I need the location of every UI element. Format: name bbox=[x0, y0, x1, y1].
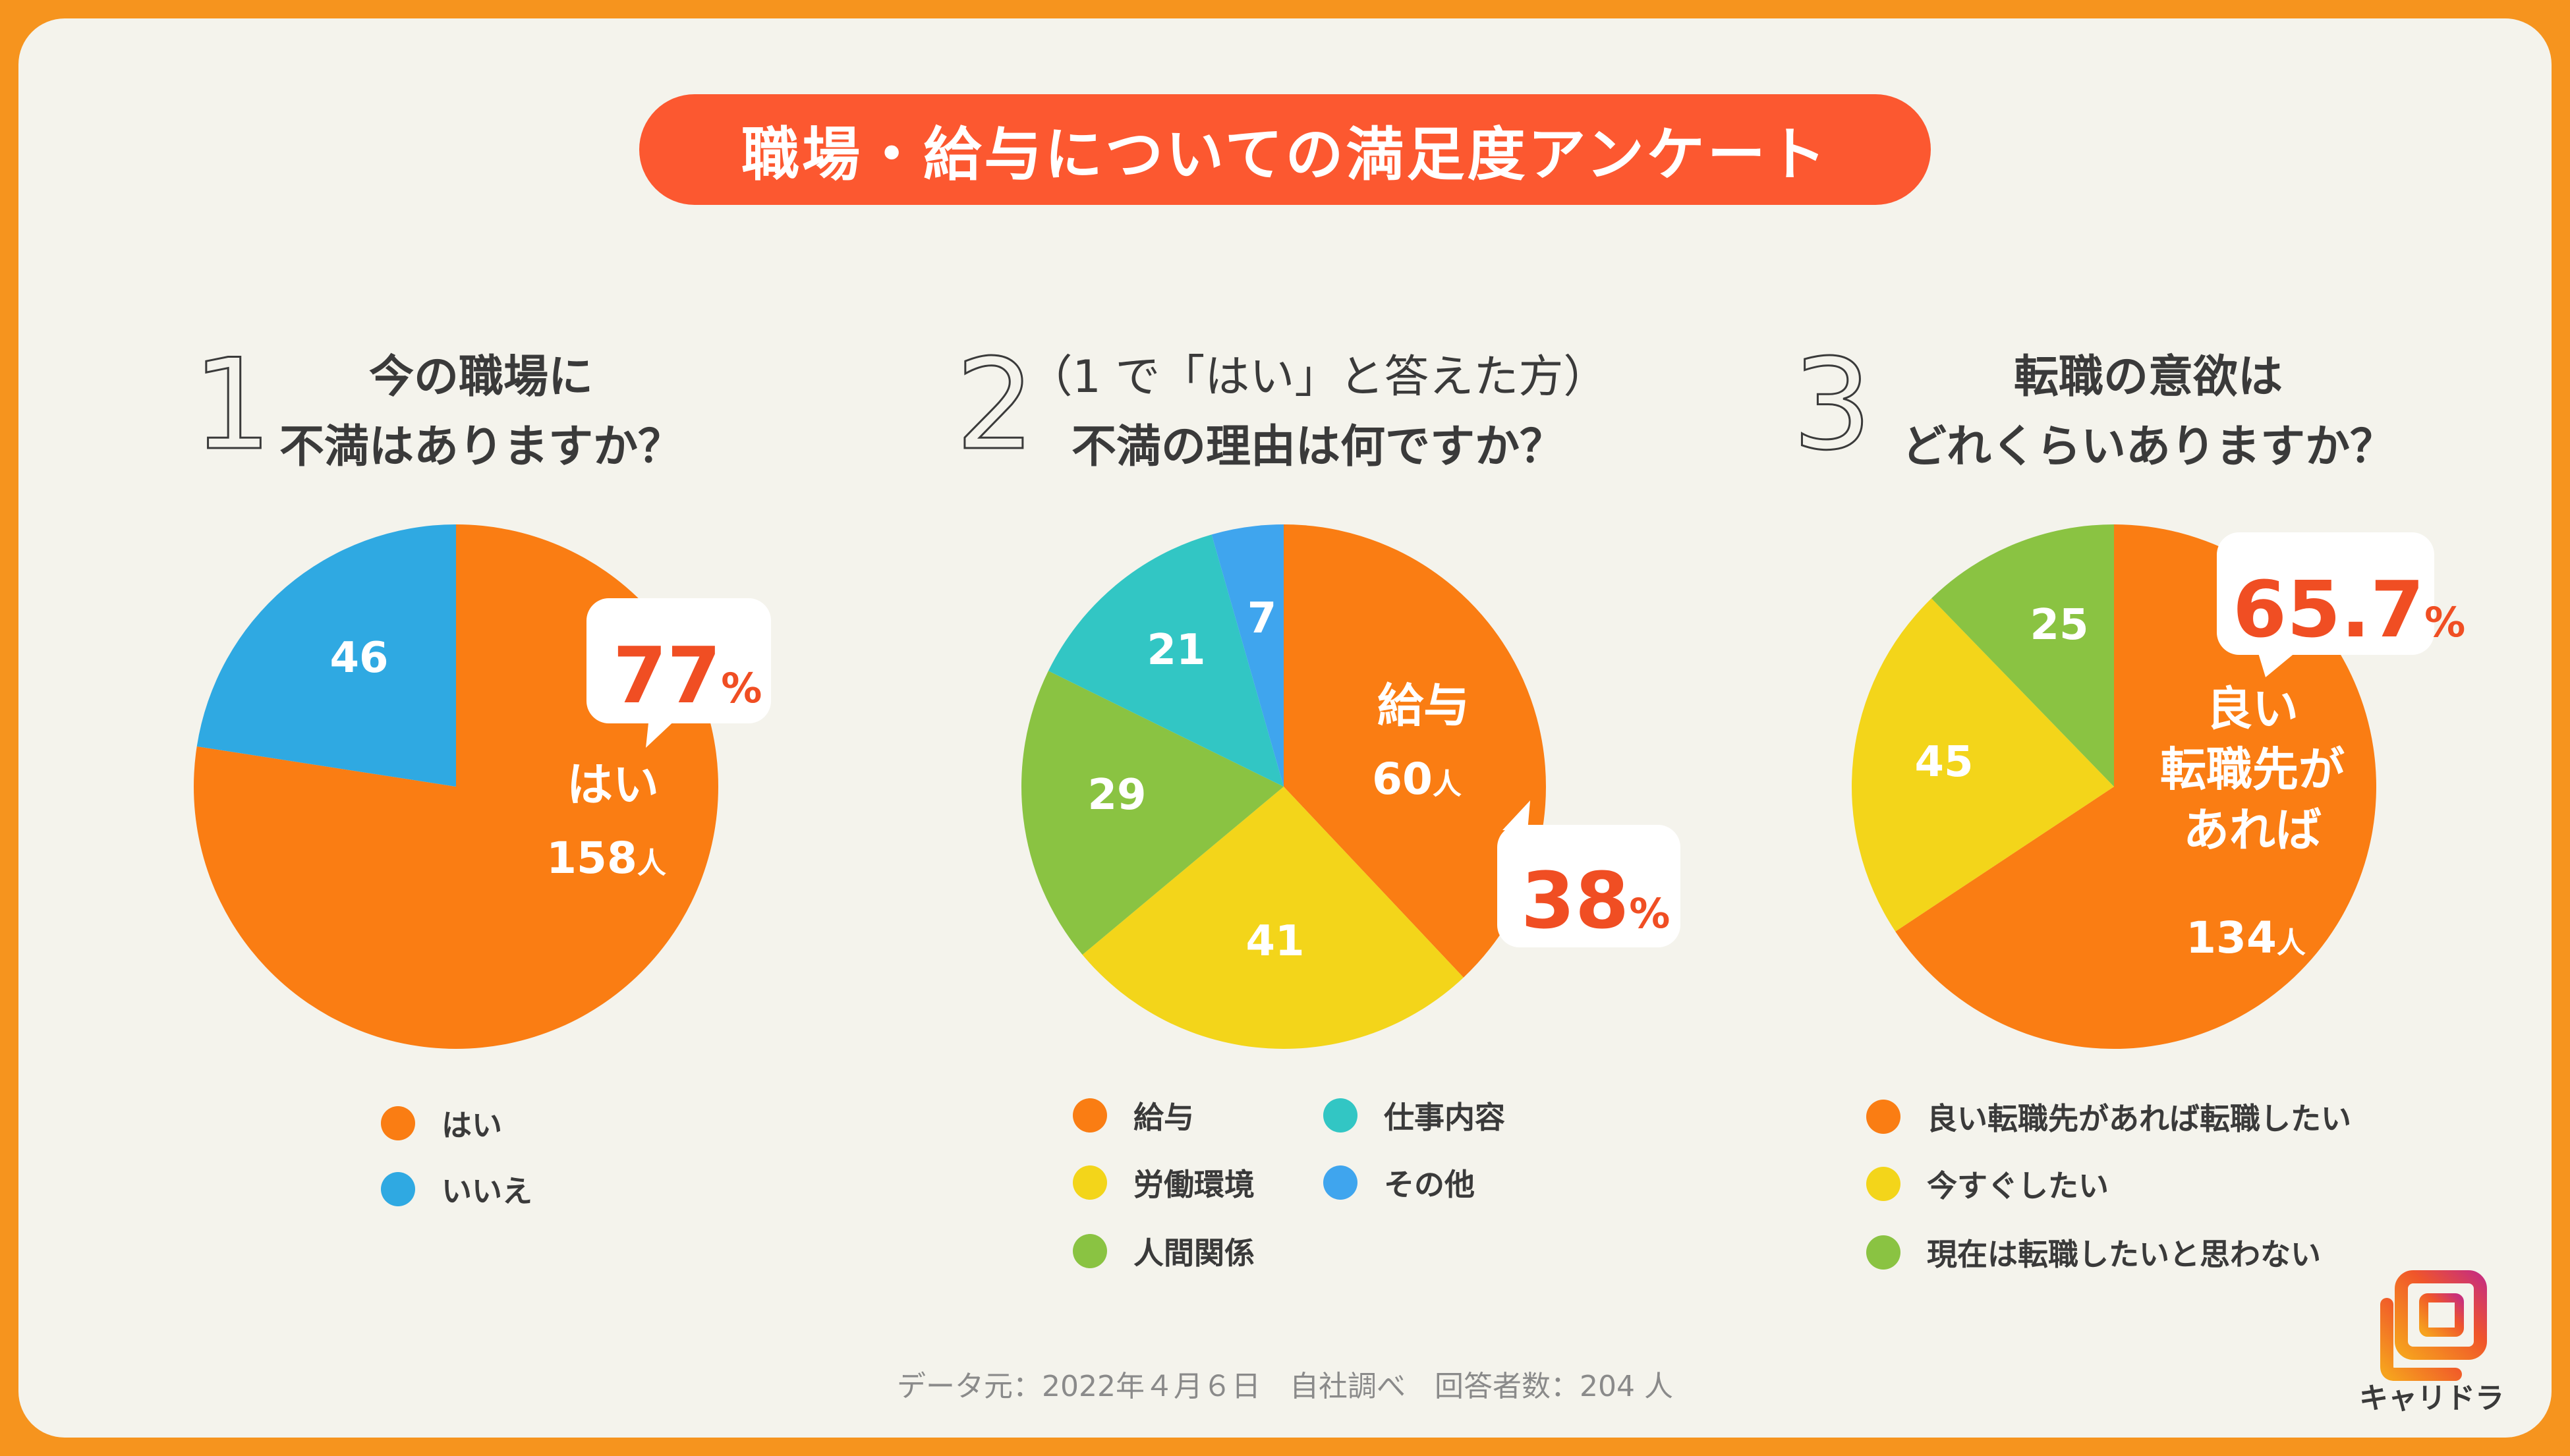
legend-label: 今すぐしたい bbox=[1927, 1168, 2109, 1204]
slice-count-unit: 人 bbox=[1433, 768, 1462, 801]
legend-dot bbox=[1073, 1234, 1107, 1268]
data-source-note: データ元：2022年４月６日 自社調べ 回答者数：204 人 bbox=[897, 1370, 1673, 1403]
question-2-text: （1 で「はい」と答えた方） 不満の理由は何ですか？ bbox=[1015, 343, 1621, 482]
pie-slice-2-5 bbox=[1211, 524, 1284, 787]
callout-percent-unit: % bbox=[2424, 598, 2465, 646]
pie-slice-2-1 bbox=[1284, 524, 1546, 978]
question-3-text: 転職の意欲は どれくらいありますか？ bbox=[1852, 343, 2445, 482]
slice-name-label: はい bbox=[567, 758, 659, 812]
question-3-number: 3 bbox=[1792, 332, 1873, 478]
legend-label: 良い転職先があれば転職したい bbox=[1927, 1101, 2351, 1136]
callout-percent-unit: % bbox=[721, 664, 762, 712]
legend-2-item-environment: 労働環境 bbox=[1073, 1161, 1255, 1204]
percent-callout-2: 38% bbox=[1497, 800, 1680, 947]
legend-label: はい bbox=[442, 1107, 502, 1143]
slice-count-unit: 人 bbox=[637, 847, 666, 880]
callout-tail bbox=[646, 717, 679, 748]
slice-value-label: 7 bbox=[1247, 594, 1277, 643]
pie-slice-2-2 bbox=[1082, 787, 1464, 1050]
slice-value-label: 21 bbox=[1147, 626, 1205, 675]
legend-label: 仕事内容 bbox=[1384, 1100, 1505, 1135]
pie-slice-3-1 bbox=[1895, 524, 2376, 1049]
question-3-line1: 転職の意欲は bbox=[2013, 351, 2283, 403]
slice-name-label-line: 良い bbox=[2206, 682, 2299, 736]
legend-2-item-relations: 人間関係 bbox=[1073, 1229, 1255, 1273]
slice-value-label: 46 bbox=[329, 634, 388, 683]
question-1-text: 今の職場に 不満はありますか？ bbox=[250, 343, 712, 482]
legend-label: 現在は転職したいと思わない bbox=[1927, 1237, 2321, 1272]
question-2-number: 2 bbox=[955, 332, 1037, 478]
page-title: 職場・給与についての満足度アンケート bbox=[639, 94, 1931, 205]
callout-bubble bbox=[1497, 825, 1680, 947]
slice-count-unit: 人 bbox=[2277, 926, 2306, 960]
brand-logo-text: キャリドラ bbox=[2359, 1382, 2504, 1415]
question-1-line1: 今の職場に bbox=[368, 351, 593, 403]
callout-tail bbox=[1502, 800, 1530, 831]
percent-callout-1: 77% bbox=[586, 598, 771, 748]
percent-callout-3: 65.7% bbox=[2217, 532, 2465, 677]
legend-2-item-other: その他 bbox=[1323, 1161, 1475, 1204]
legend-label: 給与 bbox=[1133, 1100, 1194, 1135]
slice-value-label: 41 bbox=[1245, 917, 1304, 966]
legend-dot bbox=[1866, 1167, 1900, 1201]
slice-value-label: 29 bbox=[1087, 771, 1146, 820]
legend-1-item-no: いいえ bbox=[381, 1167, 532, 1211]
pie-chart-2: 給与 60人 41 29 21 7 bbox=[1021, 524, 1546, 1050]
legend-label: 労働環境 bbox=[1133, 1167, 1255, 1202]
callout-bubble bbox=[2217, 532, 2434, 655]
callout-percent-value: 77% bbox=[613, 630, 762, 721]
legend-label: いいえ bbox=[442, 1173, 532, 1209]
question-3-line2: どれくらいありますか？ bbox=[1901, 421, 2395, 473]
legend-label: 人間関係 bbox=[1133, 1235, 1255, 1271]
legend-1-item-yes: はい bbox=[381, 1102, 502, 1145]
question-2-line1: （1 で「はい」と答えた方） bbox=[1027, 351, 1609, 403]
pie-slice-2-4 bbox=[1048, 534, 1284, 787]
legend-2-item-work: 仕事内容 bbox=[1323, 1094, 1505, 1137]
slice-name-label-line: あれば bbox=[2183, 803, 2322, 857]
legend-dot bbox=[381, 1172, 415, 1206]
callout-bubble bbox=[586, 598, 771, 723]
legend-dot bbox=[1866, 1100, 1900, 1134]
question-2-line2: 不満の理由は何ですか？ bbox=[1071, 421, 1564, 473]
question-1-line2: 不満はありますか？ bbox=[279, 421, 683, 473]
legend-dot bbox=[1323, 1098, 1357, 1133]
legend-3-item-conditional: 良い転職先があれば転職したい bbox=[1866, 1095, 2351, 1138]
legend-dot bbox=[1073, 1098, 1107, 1133]
legend-dot bbox=[1073, 1165, 1107, 1200]
legend-2-item-salary: 給与 bbox=[1073, 1094, 1194, 1137]
callout-tail bbox=[2257, 649, 2300, 677]
legend-label: その他 bbox=[1384, 1167, 1475, 1202]
slice-count-label: 60人 bbox=[1372, 754, 1462, 804]
legend-dot bbox=[1866, 1235, 1900, 1270]
legend-dot bbox=[1323, 1165, 1357, 1200]
brand-logo-icon bbox=[2380, 1270, 2487, 1381]
pie-slice-3-3 bbox=[1931, 524, 2114, 787]
legend-dot bbox=[381, 1106, 415, 1140]
question-1-number: 1 bbox=[192, 332, 273, 478]
slice-value-label: 45 bbox=[1914, 738, 1973, 787]
legend-3-item-now: 今すぐしたい bbox=[1866, 1162, 2109, 1206]
callout-percent-unit: % bbox=[1629, 889, 1670, 938]
slice-value-label: 25 bbox=[2030, 601, 2088, 650]
pie-slice-2-3 bbox=[1021, 671, 1284, 955]
slice-name-label: 給与 bbox=[1377, 679, 1470, 733]
slice-name-label-line: 転職先が bbox=[2160, 742, 2345, 797]
pie-slice-3-2 bbox=[1852, 598, 2114, 932]
pie-slice-1-2 bbox=[196, 524, 456, 787]
legend-3-item-no: 現在は転職したいと思わない bbox=[1866, 1231, 2321, 1274]
